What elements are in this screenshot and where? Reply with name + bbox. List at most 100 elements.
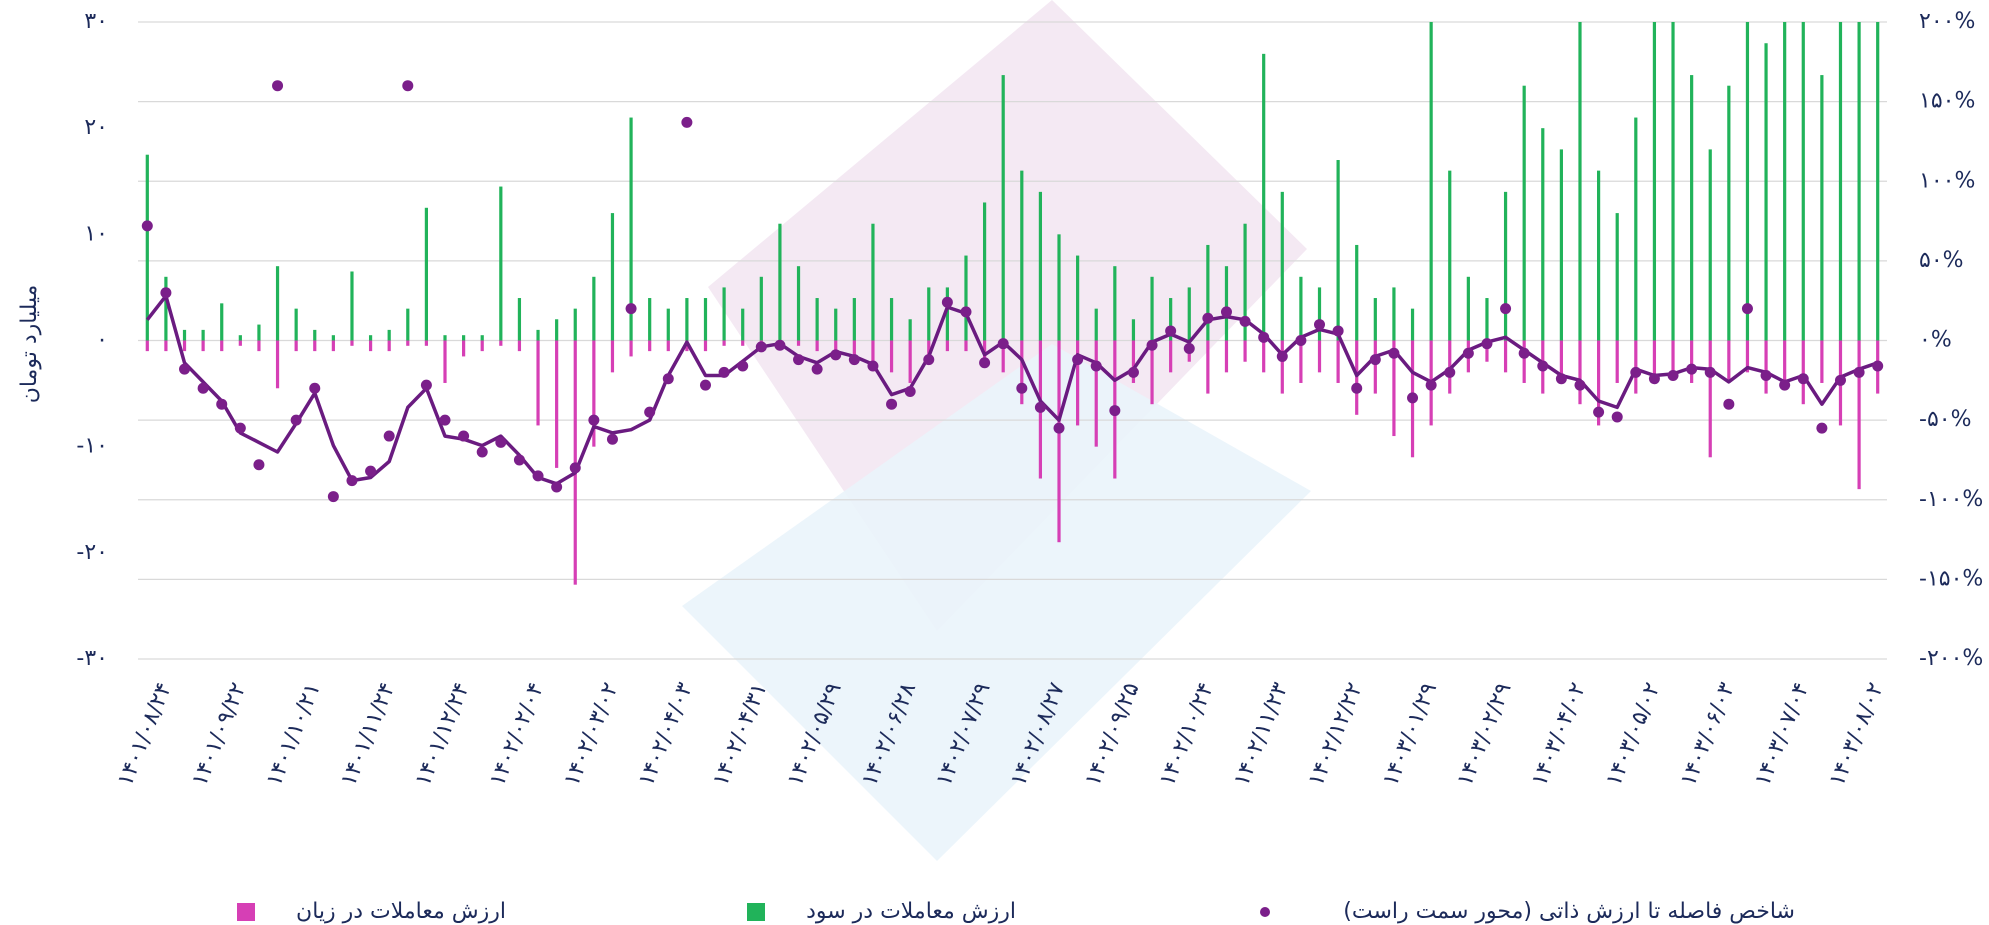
bar — [1615, 340, 1619, 383]
y2-tick-label: ۱۰۰% — [1919, 168, 1975, 193]
bar — [1671, 22, 1675, 341]
bar — [1801, 340, 1805, 405]
bar — [1485, 340, 1489, 362]
bar — [1597, 170, 1601, 341]
dot — [1555, 373, 1567, 385]
dot — [1648, 373, 1660, 385]
bar — [1392, 287, 1396, 341]
bar — [443, 335, 447, 341]
dot — [1369, 354, 1381, 366]
bar — [164, 276, 168, 341]
bar — [1131, 340, 1136, 383]
bar — [257, 340, 261, 352]
bar — [1076, 255, 1080, 341]
bar — [145, 340, 149, 352]
dot — [1351, 382, 1363, 394]
y-tick-label: ۳۰ — [84, 9, 108, 34]
legend-label: شاخص فاصله تا ارزش ذاتی (محور سمت راست) — [1343, 899, 1795, 924]
dot — [606, 433, 618, 445]
bar — [1708, 149, 1712, 341]
bar — [164, 340, 168, 352]
dot — [141, 220, 153, 232]
bar — [629, 340, 633, 357]
bar — [257, 324, 261, 341]
legend-label: ارزش معاملات در سود — [806, 899, 1016, 924]
bar — [1392, 340, 1396, 437]
dot — [1034, 401, 1046, 413]
bar — [1578, 22, 1582, 341]
bar — [331, 340, 335, 352]
x-tick-label: ۱۴۰۲/۱۲/۲۲ — [1304, 679, 1368, 790]
bar — [1243, 340, 1247, 362]
dot — [179, 363, 191, 375]
dot — [830, 349, 842, 361]
bar — [648, 340, 652, 352]
x-tick-label: ۱۴۰۳/۰۴/۰۲ — [1527, 679, 1591, 790]
bar — [945, 340, 949, 352]
bar — [1206, 244, 1210, 341]
bar — [313, 329, 317, 341]
dot — [1704, 366, 1716, 378]
bar — [387, 340, 391, 352]
bar — [1094, 340, 1098, 447]
dot — [309, 382, 321, 394]
bar — [1280, 340, 1284, 394]
bar — [201, 340, 205, 352]
bar — [1503, 191, 1508, 341]
legend-marker — [747, 903, 765, 921]
bar — [1113, 266, 1117, 341]
dot — [1667, 370, 1679, 382]
bar — [1355, 244, 1359, 341]
dot — [272, 80, 284, 92]
bar — [1838, 22, 1843, 341]
bar — [406, 308, 410, 341]
dot — [1239, 315, 1251, 327]
dot — [365, 465, 377, 477]
dot — [290, 414, 302, 426]
bar — [610, 213, 615, 341]
bar — [1745, 340, 1750, 373]
x-tick-label: ۱۴۰۲/۱۰/۲۴ — [1155, 679, 1219, 790]
y2-tick-label: ۲۰۰% — [1919, 9, 1975, 34]
dot — [458, 430, 470, 442]
dot — [699, 379, 711, 391]
bar — [722, 340, 726, 346]
y2-tick-label: -۲۰۰% — [1919, 646, 1983, 671]
dot — [197, 382, 209, 394]
dot — [1183, 342, 1195, 354]
bar — [722, 287, 726, 341]
bar — [871, 340, 875, 362]
x-tick-label: ۱۴۰۱/۱۱/۲۴ — [336, 679, 400, 790]
dot — [383, 430, 395, 442]
bar — [201, 329, 205, 341]
dot — [1741, 303, 1753, 315]
bar — [1727, 340, 1731, 383]
bar — [852, 340, 856, 357]
x-tick-label: ۱۴۰۲/۰۳/۰۲ — [559, 679, 623, 790]
dot — [1537, 360, 1549, 372]
y-tick-label: ۲۰ — [84, 115, 108, 140]
bar — [406, 340, 410, 346]
dot — [234, 422, 246, 434]
dot — [1295, 335, 1307, 346]
bar — [815, 298, 819, 341]
dot — [1723, 398, 1735, 410]
dot — [625, 303, 637, 315]
bar — [480, 340, 484, 352]
bar — [666, 308, 670, 341]
bar — [1745, 22, 1750, 341]
bar — [238, 335, 242, 341]
bar — [462, 340, 466, 357]
bar — [1522, 340, 1526, 383]
bar — [1652, 340, 1657, 383]
bar — [499, 186, 503, 341]
bar — [629, 117, 633, 341]
bar — [796, 340, 801, 346]
y2-tick-label: ۰% — [1919, 328, 1952, 353]
bar — [796, 266, 801, 341]
bar — [1820, 340, 1824, 383]
bar — [555, 319, 559, 341]
bar — [666, 340, 670, 352]
bar — [1317, 287, 1322, 341]
